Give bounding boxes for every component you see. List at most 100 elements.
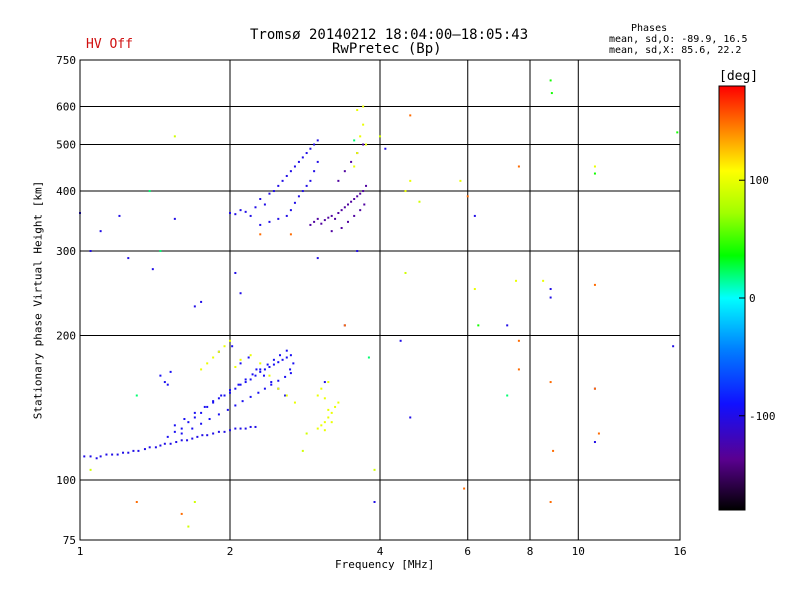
data-point (409, 416, 412, 419)
data-point (350, 160, 353, 163)
data-point (200, 300, 203, 303)
data-point (459, 179, 462, 182)
data-point (220, 394, 223, 397)
data-point (404, 190, 407, 193)
x-tick-label: 16 (673, 545, 686, 558)
data-point (285, 174, 288, 177)
x-tick-label: 6 (464, 545, 471, 558)
data-point (379, 135, 381, 138)
data-point (241, 400, 244, 403)
data-point (180, 439, 183, 442)
data-point (255, 368, 258, 371)
data-point (289, 354, 292, 357)
data-point (473, 288, 476, 291)
data-point (356, 195, 359, 198)
grid-lines (80, 60, 680, 540)
data-point (515, 279, 518, 282)
axis-ticks: 1 2 4 6 8 10 16 75 100 200 300 400 500 600 750 (56, 54, 687, 558)
data-point (356, 250, 359, 253)
data-point (323, 381, 326, 384)
data-point (193, 500, 196, 503)
data-point (201, 434, 204, 437)
data-point (272, 363, 275, 366)
data-point (309, 223, 312, 226)
data-point (346, 203, 349, 206)
x-tick-label: 2 (227, 545, 234, 558)
data-point (247, 356, 250, 359)
data-point (99, 230, 102, 233)
data-point (399, 339, 402, 342)
data-point (151, 268, 154, 271)
data-point (263, 368, 266, 371)
data-point (259, 370, 262, 373)
data-point (272, 190, 275, 193)
data-point (327, 416, 330, 419)
data-point (373, 468, 376, 471)
data-point (353, 214, 356, 217)
data-point (226, 408, 229, 411)
data-point (340, 227, 343, 230)
data-point (356, 109, 359, 112)
data-point (330, 214, 333, 217)
data-point (549, 500, 552, 503)
data-point (180, 432, 183, 435)
data-point (148, 190, 151, 193)
data-point (277, 379, 280, 382)
data-point (277, 361, 280, 364)
data-point (212, 356, 215, 359)
y-tick-label: 75 (63, 534, 76, 547)
data-point (365, 184, 368, 187)
data-point (212, 400, 215, 403)
data-point (208, 418, 211, 421)
data-point (163, 381, 166, 384)
data-point (353, 198, 356, 201)
colorbar-tick-label: -100 (749, 410, 776, 423)
data-point (297, 160, 300, 163)
data-point (330, 411, 333, 414)
data-point (212, 401, 215, 404)
data-point (143, 448, 146, 451)
data-point (285, 349, 288, 352)
data-point (293, 201, 296, 204)
data-point (239, 292, 242, 295)
data-point (327, 216, 330, 219)
data-point (154, 446, 157, 449)
data-point (229, 389, 231, 392)
data-point (316, 217, 319, 220)
data-point (672, 345, 675, 348)
data-point (193, 416, 196, 419)
data-point (337, 179, 340, 182)
data-point (293, 165, 296, 168)
data-point (217, 413, 220, 416)
colorbar-tick-label: 0 (749, 292, 756, 305)
data-point (549, 288, 552, 291)
data-point (206, 362, 209, 365)
data-point (193, 411, 196, 414)
data-point (105, 453, 108, 456)
data-point (239, 358, 242, 361)
data-point (552, 449, 555, 452)
x-tick-label: 1 (77, 545, 84, 558)
data-points (79, 79, 679, 528)
data-point (316, 139, 319, 142)
data-point (259, 233, 262, 236)
data-point (316, 427, 319, 430)
data-point (187, 525, 190, 528)
data-point (159, 374, 162, 377)
data-point (122, 451, 125, 454)
data-point (327, 408, 330, 411)
data-point (285, 214, 288, 217)
data-point (259, 368, 262, 371)
data-point (111, 453, 114, 456)
data-point (148, 446, 151, 449)
data-point (116, 453, 119, 456)
data-point (118, 214, 121, 217)
data-point (234, 404, 237, 407)
data-point (362, 190, 365, 193)
y-tick-label: 500 (56, 139, 76, 152)
data-point (237, 383, 240, 386)
data-point (180, 427, 183, 430)
data-point (409, 114, 412, 117)
data-point (263, 203, 266, 206)
data-point (266, 363, 269, 366)
